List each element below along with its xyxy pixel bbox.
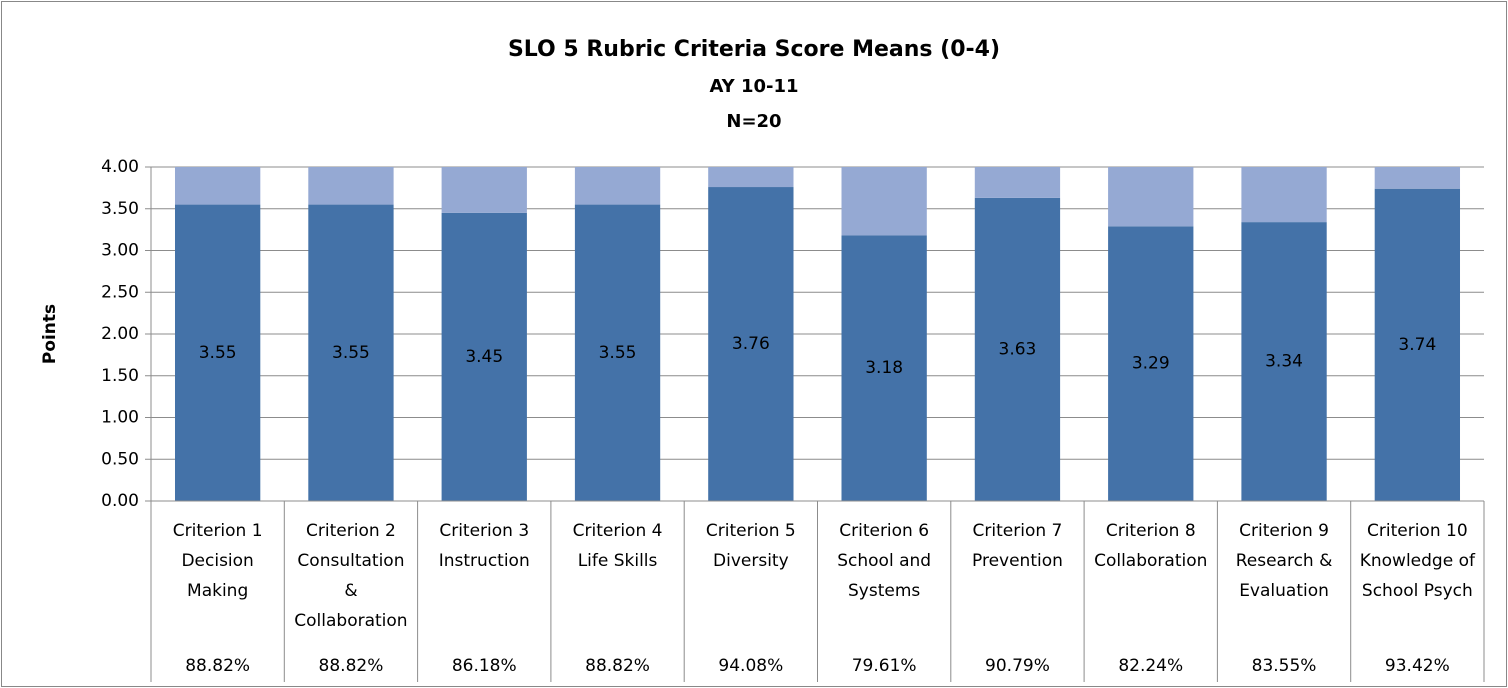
x-tick-label: Criterion 1 [173, 521, 263, 541]
bar-segment [574, 204, 661, 501]
bar-segment [1108, 226, 1194, 501]
table-cell: 90.79% [985, 656, 1050, 676]
table-cell: 88.82% [585, 656, 650, 676]
x-tick-label: Criterion 8 [1106, 521, 1196, 541]
bar-segment [308, 204, 394, 501]
bar-segment [174, 204, 261, 501]
x-tick-label: Making [187, 581, 248, 601]
bar-segment [174, 167, 261, 205]
x-tick-label: Criterion 7 [973, 521, 1063, 541]
chart-subtitle: AY 10-11 [709, 76, 798, 97]
y-tick-label: 2.00 [101, 324, 139, 344]
data-label: 3.74 [1398, 335, 1436, 355]
bar-segment [441, 167, 527, 213]
table-cell: 93.42% [1385, 656, 1450, 676]
x-tick-label: Consultation [297, 551, 404, 571]
chart-subtitle: N=20 [726, 111, 781, 132]
bar-segment [708, 167, 794, 188]
x-tick-label: Criterion 3 [439, 521, 529, 541]
x-tick-label: Diversity [713, 551, 789, 571]
bar-segment [308, 167, 394, 205]
x-tick-label: Decision [181, 551, 253, 571]
x-tick-label: Criterion 10 [1367, 521, 1468, 541]
data-label: 3.29 [1132, 354, 1170, 374]
data-label: 3.63 [999, 339, 1037, 359]
y-tick-label: 4.00 [101, 157, 139, 177]
x-tick-label: Collaboration [1094, 551, 1207, 571]
table-cell: 88.82% [185, 656, 250, 676]
y-tick-label: 3.50 [101, 199, 139, 219]
bar-segment [974, 197, 1061, 501]
bar-segment [841, 235, 927, 501]
table-cell: 88.82% [319, 656, 384, 676]
data-label: 3.55 [332, 343, 370, 363]
bar-segment [1108, 167, 1194, 227]
bar-segment [1374, 167, 1461, 189]
y-tick-label: 1.00 [101, 408, 139, 428]
bar-segment [708, 187, 794, 502]
x-tick-label: Evaluation [1239, 581, 1329, 601]
bar-segment [974, 167, 1061, 198]
bar-segment [441, 212, 527, 502]
y-tick-label: 3.00 [101, 241, 139, 261]
x-tick-label: Prevention [972, 551, 1063, 571]
table-cell: 94.08% [718, 656, 783, 676]
x-tick-label: Collaboration [294, 611, 407, 631]
table-cell: 82.24% [1118, 656, 1183, 676]
x-tick-label: School and [837, 551, 931, 571]
bar-segment [574, 167, 661, 205]
x-tick-label: School Psych [1362, 581, 1473, 601]
chart-title: SLO 5 Rubric Criteria Score Means (0-4) [508, 37, 1000, 62]
x-tick-label: Criterion 6 [839, 521, 929, 541]
data-label: 3.45 [465, 347, 503, 367]
bar-segment [1241, 167, 1327, 223]
data-label: 3.55 [199, 343, 237, 363]
y-tick-label: 2.50 [101, 282, 139, 302]
bar-segment [1374, 188, 1461, 501]
x-tick-label: Life Skills [578, 551, 658, 571]
table-cell: 83.55% [1252, 656, 1317, 676]
data-label: 3.55 [599, 343, 637, 363]
y-tick-label: 0.00 [101, 491, 139, 511]
x-tick-label: Criterion 5 [706, 521, 796, 541]
x-tick-label: Research & [1236, 551, 1333, 571]
data-label: 3.18 [865, 358, 903, 378]
x-tick-label: Criterion 2 [306, 521, 396, 541]
x-tick-label: Criterion 4 [573, 521, 663, 541]
x-tick-label: Criterion 9 [1239, 521, 1329, 541]
x-tick-label: Instruction [439, 551, 530, 571]
table-cell: 86.18% [452, 656, 517, 676]
bar-segment [841, 167, 927, 236]
bar-segment [1241, 222, 1327, 502]
x-tick-label: Knowledge of [1360, 551, 1476, 571]
y-tick-label: 1.50 [101, 366, 139, 386]
data-label: 3.76 [732, 334, 770, 354]
y-axis-label: Points [40, 304, 60, 364]
table-cell: 79.61% [852, 656, 917, 676]
x-tick-label: & [344, 581, 357, 601]
data-label: 3.34 [1265, 352, 1303, 372]
y-tick-label: 0.50 [101, 449, 139, 469]
x-tick-label: Systems [848, 581, 920, 601]
